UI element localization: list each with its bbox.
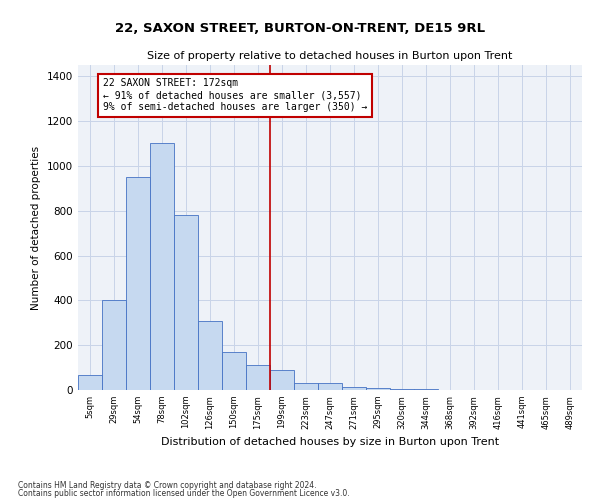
Bar: [222, 352, 246, 390]
Bar: [366, 388, 390, 390]
Bar: [270, 370, 294, 390]
Bar: [294, 384, 318, 390]
Text: Contains HM Land Registry data © Crown copyright and database right 2024.: Contains HM Land Registry data © Crown c…: [18, 480, 317, 490]
X-axis label: Distribution of detached houses by size in Burton upon Trent: Distribution of detached houses by size …: [161, 437, 499, 447]
Bar: [126, 177, 150, 390]
Text: 22, SAXON STREET, BURTON-ON-TRENT, DE15 9RL: 22, SAXON STREET, BURTON-ON-TRENT, DE15 …: [115, 22, 485, 36]
Bar: [318, 384, 342, 390]
Bar: [174, 215, 198, 390]
Bar: [102, 300, 126, 390]
Bar: [342, 386, 366, 390]
Bar: [150, 144, 174, 390]
Title: Size of property relative to detached houses in Burton upon Trent: Size of property relative to detached ho…: [148, 52, 512, 62]
Y-axis label: Number of detached properties: Number of detached properties: [31, 146, 41, 310]
Bar: [78, 376, 102, 390]
Bar: [198, 320, 222, 390]
Bar: [390, 389, 414, 390]
Bar: [246, 366, 270, 390]
Text: Contains public sector information licensed under the Open Government Licence v3: Contains public sector information licen…: [18, 489, 350, 498]
Text: 22 SAXON STREET: 172sqm
← 91% of detached houses are smaller (3,557)
9% of semi-: 22 SAXON STREET: 172sqm ← 91% of detache…: [103, 78, 368, 112]
